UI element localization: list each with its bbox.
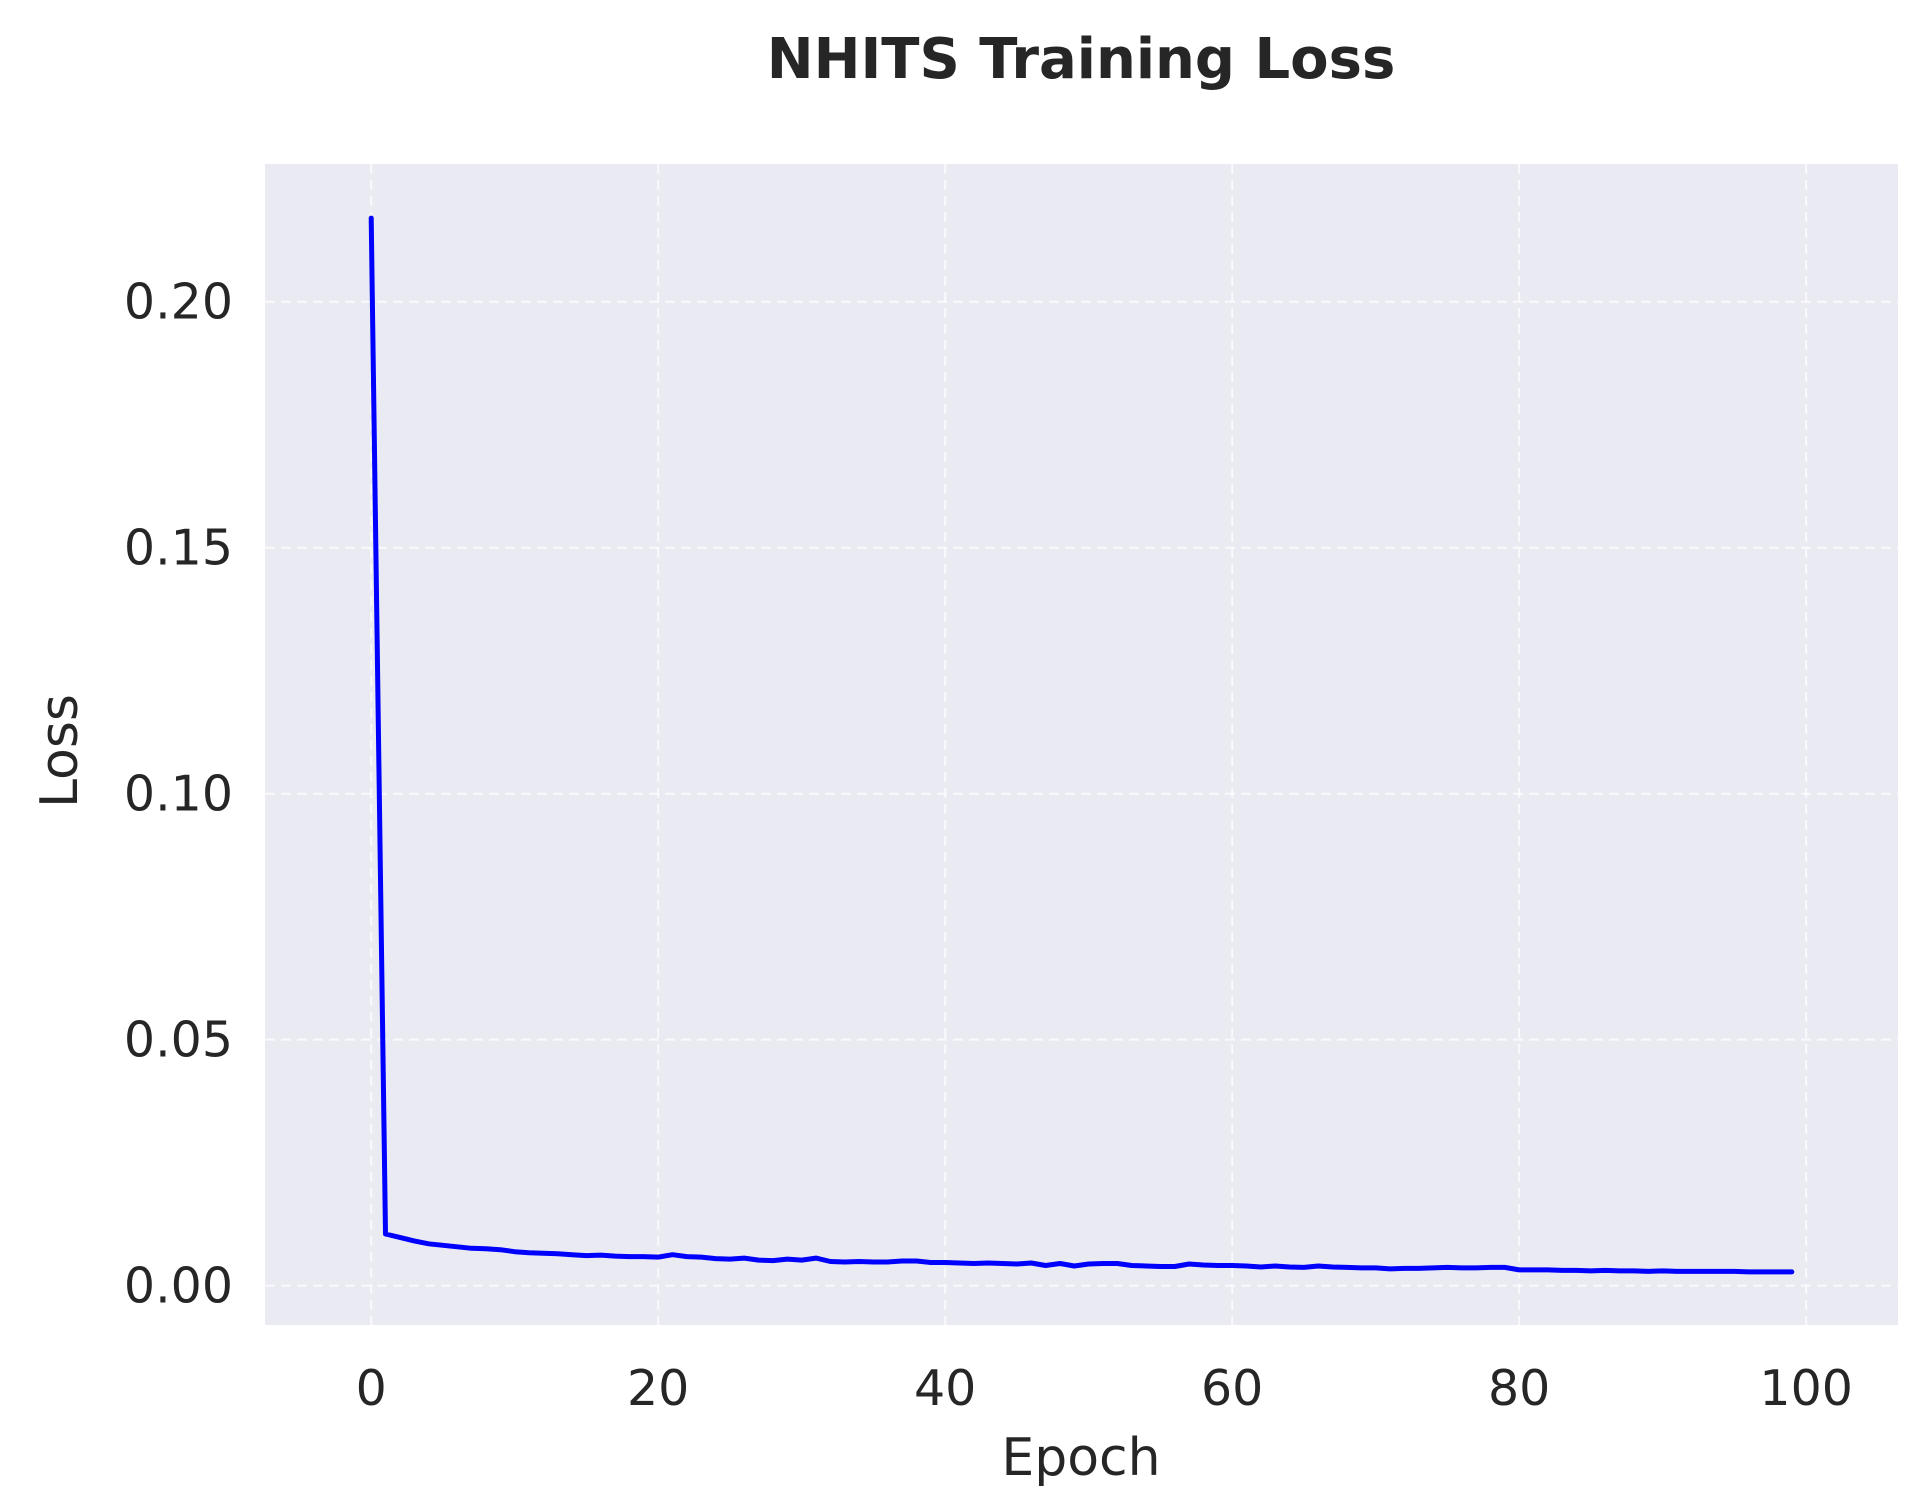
x-tick-label: 20: [627, 1360, 689, 1417]
y-axis-label: Loss: [30, 694, 90, 808]
x-tick-label: 0: [356, 1360, 387, 1417]
x-tick-label: 60: [1201, 1360, 1263, 1417]
series-layer: [368, 215, 1795, 1275]
x-axis-label: Epoch: [1001, 1428, 1160, 1488]
chart-title: NHITS Training Loss: [767, 27, 1396, 92]
grid-lines: [265, 164, 1898, 1325]
y-tick-label: 0.05: [124, 1012, 233, 1069]
y-tick-label: 0.00: [124, 1258, 233, 1315]
y-tick-label: 0.20: [124, 274, 233, 331]
plot-area: [265, 164, 1898, 1325]
x-tick-label: 40: [914, 1360, 976, 1417]
loss-series-line: [368, 215, 1795, 1275]
y-tick-label: 0.10: [124, 766, 233, 823]
y-tick-label: 0.15: [124, 520, 233, 577]
x-tick-label: 100: [1759, 1360, 1853, 1417]
x-tick-label: 80: [1488, 1360, 1550, 1417]
tick-labels: 0 20 40 60 80 100 0.00 0.05 0.10 0.15 0.20: [124, 274, 1853, 1417]
